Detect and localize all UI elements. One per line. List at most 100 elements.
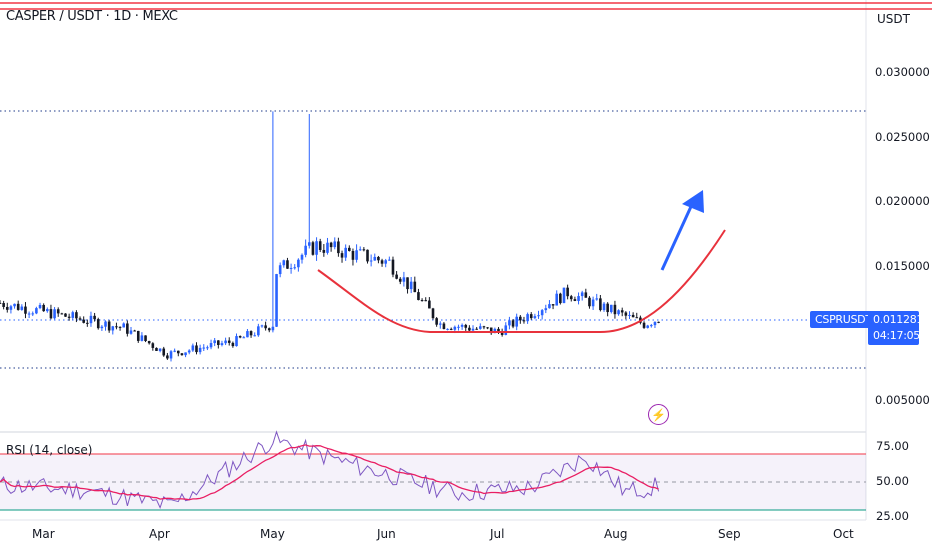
candle-body: [406, 277, 409, 290]
time-tick: Apr: [149, 527, 170, 541]
candle-body: [238, 336, 242, 338]
candle-body: [584, 292, 588, 298]
candle-body: [511, 320, 515, 327]
candle-body: [428, 300, 431, 309]
candle-body: [173, 350, 176, 352]
candle-body: [526, 314, 529, 322]
candle-body: [282, 260, 286, 266]
candle-body: [489, 327, 493, 334]
rounded-bottom-curve[interactable]: [317, 229, 726, 333]
candle-body: [42, 304, 45, 312]
time-tick: Sep: [718, 527, 741, 541]
symbol-badge: CSPRUSDT: [810, 311, 877, 328]
lightning-icon[interactable]: ⚡: [648, 404, 669, 425]
rsi-series: [0, 430, 660, 509]
candle-body: [184, 352, 187, 356]
candle-body: [635, 317, 639, 319]
candle-body: [533, 316, 537, 319]
candle-body: [122, 323, 126, 328]
candle-body: [115, 326, 118, 328]
candle-body: [577, 296, 580, 301]
candle-body: [453, 326, 457, 330]
candle-body: [497, 328, 500, 332]
candle-body: [264, 325, 267, 329]
candle-body: [315, 241, 318, 255]
candle-body: [158, 348, 162, 351]
candle-body: [653, 321, 657, 326]
candle-body: [46, 309, 49, 312]
candle-body: [260, 325, 264, 327]
candle-body: [544, 308, 548, 311]
candle-body: [311, 242, 315, 255]
candle-body: [257, 326, 260, 336]
candle-body: [297, 259, 300, 268]
last-price-value: 0.011281: [873, 313, 924, 326]
candle-body: [187, 350, 191, 353]
candle-body: [624, 312, 628, 316]
candle-body: [231, 342, 235, 347]
candle-body: [595, 298, 599, 300]
candle-body: [147, 341, 151, 344]
candle-body: [38, 304, 42, 309]
candle-body: [515, 316, 518, 327]
candle-body: [351, 250, 355, 260]
candle-body: [53, 309, 56, 319]
time-tick: Jun: [377, 527, 396, 541]
candle-body: [89, 315, 93, 324]
candle-body: [140, 335, 144, 341]
candle-body: [650, 325, 653, 327]
candle-body: [322, 249, 326, 253]
candle-body: [2, 303, 5, 307]
candle-body: [5, 306, 9, 310]
candle-body: [446, 328, 449, 330]
candle-body: [384, 260, 387, 264]
candle-body: [442, 323, 446, 330]
candle-body: [417, 292, 420, 301]
candle-body: [151, 343, 155, 348]
candle-body: [337, 241, 340, 254]
candle-body: [155, 347, 158, 351]
candle-body: [358, 249, 362, 251]
candlestick-series[interactable]: [0, 111, 660, 362]
candle-body: [191, 345, 195, 351]
candle-body: [522, 320, 526, 322]
price-tick: 0.005000: [875, 393, 930, 407]
candle-body: [642, 322, 646, 328]
rsi-tick: 25.00: [876, 509, 909, 523]
candle-body: [169, 351, 173, 359]
candle-body: [162, 348, 166, 356]
candle-body: [64, 313, 67, 317]
candle-body: [559, 293, 562, 304]
candle-body: [195, 345, 198, 353]
candle-body: [329, 242, 333, 248]
candle-body: [340, 253, 344, 258]
candle-body: [460, 324, 464, 327]
candle-body: [602, 303, 606, 311]
price-tick: 0.030000: [875, 65, 930, 79]
currency-label[interactable]: USDT: [877, 12, 910, 26]
candle-body: [333, 241, 337, 248]
candle-body: [409, 281, 413, 290]
candle-body: [75, 312, 78, 319]
last-price-badge: 0.011281 04:17:05: [868, 311, 924, 345]
candle-body: [133, 330, 136, 332]
candle-body: [493, 328, 497, 334]
candle-body: [449, 328, 453, 330]
candle-body: [35, 308, 38, 314]
candle-body: [286, 260, 289, 269]
candle-body: [67, 316, 71, 318]
candle-body: [180, 353, 184, 356]
candle-body: [457, 326, 460, 328]
candle-body: [413, 281, 417, 293]
candle-body: [366, 249, 369, 262]
candle-body: [438, 323, 442, 325]
candle-body: [391, 259, 395, 275]
rsi-indicator-label[interactable]: RSI (14, close): [6, 443, 93, 457]
arrow-up-icon[interactable]: [660, 190, 704, 271]
candle-body: [111, 326, 115, 331]
candle-body: [307, 242, 311, 246]
candle-body: [253, 335, 257, 337]
candle-body: [646, 325, 649, 328]
candle-body: [420, 300, 424, 302]
